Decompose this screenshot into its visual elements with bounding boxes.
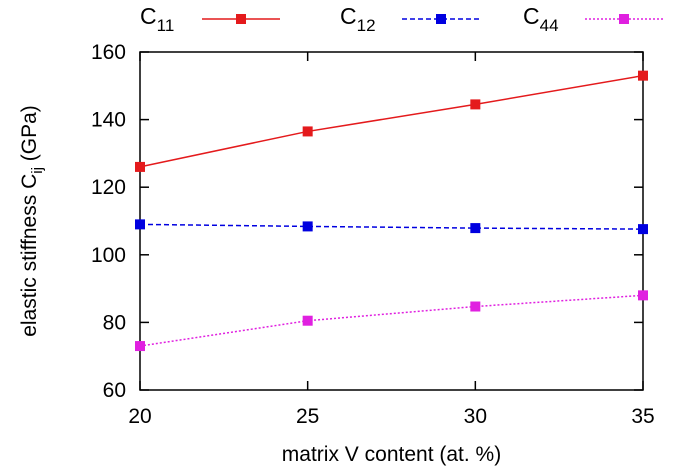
data-point	[135, 341, 145, 352]
y-axis: 60 80 100 120 140 160	[91, 41, 643, 402]
x-tick-label: 25	[296, 405, 319, 428]
data-point	[302, 126, 313, 137]
data-point	[302, 315, 313, 326]
series-c44	[135, 290, 648, 352]
x-axis: 20 25 30 35	[128, 52, 655, 428]
legend-sample-marker	[436, 14, 446, 24]
data-point	[470, 301, 481, 312]
data-point	[638, 224, 648, 235]
y-axis-label-main: elastic stiffness C	[18, 174, 41, 337]
y-axis-label-sub: ij	[29, 167, 46, 174]
x-tick-label: 35	[631, 405, 654, 428]
x-tick-label: 20	[128, 405, 151, 428]
data-point	[302, 221, 313, 232]
series-c11	[135, 70, 648, 172]
y-axis-label: elastic stiffness Cij (GPa)	[18, 105, 46, 337]
data-point	[638, 290, 648, 301]
y-axis-label-unit: (GPa)	[18, 105, 41, 167]
y-tick-label: 160	[91, 41, 126, 64]
legend-item-c44: C44	[523, 3, 663, 35]
y-tick-label: 120	[91, 176, 126, 199]
x-axis-label: matrix V content (at. %)	[282, 443, 501, 466]
legend-sample-marker	[236, 14, 246, 24]
x-tick-label: 30	[464, 405, 487, 428]
data-point	[470, 223, 481, 234]
y-tick-label: 80	[103, 311, 126, 334]
series-layer	[135, 70, 648, 352]
series-c12	[135, 219, 648, 235]
y-tick-label: 140	[91, 109, 126, 132]
y-tick-label: 60	[103, 379, 126, 402]
data-point	[135, 161, 145, 172]
plot-frame	[139, 51, 644, 391]
data-point	[470, 99, 481, 110]
series-line	[139, 223, 644, 230]
legend-item-c11: C11	[140, 3, 280, 35]
data-point	[135, 219, 145, 230]
legend-label: C11	[140, 3, 174, 35]
series-line	[139, 74, 644, 168]
series-line	[139, 294, 644, 347]
legend: C11 C12 C44	[140, 3, 663, 35]
legend-item-c12: C12	[340, 3, 480, 35]
legend-label: C44	[523, 3, 559, 35]
data-point	[638, 70, 648, 81]
legend-sample-marker	[619, 14, 629, 24]
y-tick-label: 100	[91, 244, 126, 267]
legend-label: C12	[340, 3, 376, 35]
